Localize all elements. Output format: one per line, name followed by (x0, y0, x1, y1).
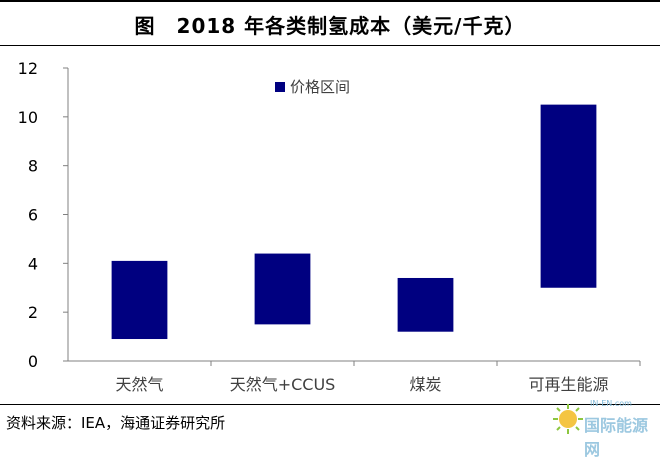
y-tick-label: 10 (18, 108, 38, 127)
legend-label: 价格区间 (290, 78, 350, 96)
title-bar: 图 2018 年各类制氢成本（美元/千克） (0, 0, 660, 46)
range-bar (111, 260, 168, 340)
watermark-text: 国际能源网 (584, 416, 649, 459)
source-note: 资料来源：IEA，海通证券研究所 (6, 414, 226, 432)
x-category-label: 可再生能源 (528, 375, 608, 394)
chart-title: 图 2018 年各类制氢成本（美元/千克） (134, 14, 526, 38)
range-bar (540, 104, 597, 288)
range-bar (397, 277, 454, 332)
watermark-logo: IN-EN.com 国际能源网 (550, 395, 660, 459)
x-category-label: 天然气 (115, 375, 163, 394)
y-tick-label: 2 (28, 303, 38, 322)
y-tick-label: 8 (28, 157, 38, 176)
legend-swatch (275, 82, 285, 92)
range-bar (254, 253, 311, 325)
x-category-label: 煤炭 (409, 375, 441, 394)
y-tick-label: 12 (18, 59, 38, 78)
x-category-label: 天然气+CCUS (230, 375, 336, 394)
y-tick-label: 4 (28, 254, 38, 273)
chart-area: 0 2 4 6 8 10 12 天然气 天然气+CCUS 煤炭 可再生能源 价格区间 (18, 59, 641, 394)
sun-logo-icon (553, 404, 583, 434)
y-tick-label: 0 (28, 352, 38, 371)
bottom-divider (0, 404, 660, 405)
watermark-domain: IN-EN.com (590, 399, 632, 408)
y-tick-label: 6 (28, 206, 38, 225)
